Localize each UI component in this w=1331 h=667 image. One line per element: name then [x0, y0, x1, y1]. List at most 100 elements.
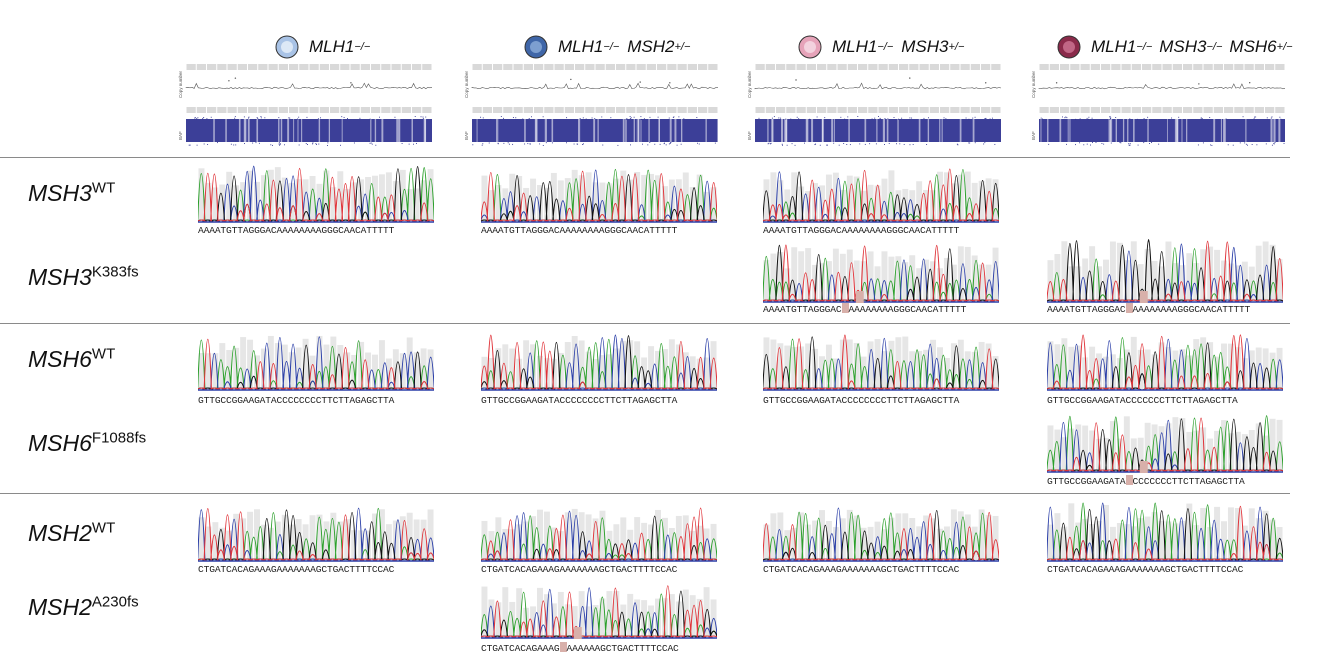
baf-dot [1128, 144, 1130, 146]
chromosome-tab [493, 64, 503, 70]
quality-bar [770, 253, 777, 301]
quality-bar [571, 606, 578, 637]
cell-icon [798, 35, 822, 59]
quality-bar [874, 521, 881, 560]
baf-dot [1146, 118, 1148, 120]
quality-bar [950, 264, 957, 301]
baf-dot [1110, 142, 1112, 144]
quality-bar [1109, 354, 1116, 389]
quality-bar [288, 524, 295, 560]
baf-gap [848, 119, 850, 142]
baf-dot [1091, 117, 1093, 119]
baf-gap [831, 119, 834, 142]
baf-dot [472, 144, 474, 146]
quality-bar [770, 172, 777, 221]
baf-dot [838, 144, 840, 146]
baf-dot [626, 118, 628, 120]
chromosome-tab [1049, 107, 1059, 113]
baf-dot [1197, 144, 1199, 146]
chromosome-tab [1121, 107, 1131, 113]
chromosome-tab [554, 107, 564, 113]
quality-bar [867, 251, 874, 301]
karyotype-panel-1: Copy number BAF [176, 64, 434, 161]
baf-dot [846, 144, 848, 145]
quality-bar [1068, 503, 1075, 560]
quality-bar [1068, 346, 1075, 389]
baf-gap [1108, 119, 1111, 142]
baf-dot [1064, 117, 1066, 119]
baf-dot [312, 143, 314, 145]
chromatogram-trace [195, 163, 437, 223]
quality-bar [1276, 527, 1283, 560]
baf-dot [893, 117, 895, 118]
quality-bar [1172, 350, 1179, 389]
baf-gap [1270, 119, 1273, 142]
quality-bar [516, 524, 523, 560]
baf-dot [1266, 117, 1268, 119]
sequence-text: CTGATCACAGAAAGAAAAAAAGCTGACTTTTCCAC [763, 564, 960, 575]
chromosome-tab [237, 64, 247, 70]
quality-bar [1255, 245, 1262, 301]
baf-dot [654, 143, 656, 145]
baf-dot [989, 118, 991, 120]
chromosome-tab [1070, 64, 1080, 70]
baf-dot [539, 143, 541, 145]
quality-bar [1061, 526, 1068, 560]
chromosome-tab [991, 107, 1001, 113]
baf-gap [1122, 119, 1125, 142]
quality-bar [1151, 354, 1158, 389]
baf-dot [1227, 144, 1229, 146]
baf-dot [969, 142, 971, 144]
baf-gap [784, 119, 786, 142]
baf-dot [630, 117, 632, 119]
quality-bar [1276, 419, 1283, 471]
quality-bar [495, 602, 502, 637]
baf-gap [941, 119, 943, 142]
baf-dot [1201, 118, 1203, 120]
quality-bar [867, 341, 874, 389]
baf-gap [781, 119, 784, 142]
base-trace [1044, 334, 1286, 390]
baf-dot [1151, 142, 1153, 144]
baf-dot [884, 144, 885, 145]
baf-gap [648, 119, 650, 142]
quality-bar [316, 514, 323, 560]
baf-gap [534, 119, 537, 142]
baf-dot [316, 144, 317, 146]
quality-bar [399, 353, 406, 389]
baf-dot [968, 118, 970, 120]
baf-gap [876, 119, 878, 142]
quality-bar [853, 515, 860, 560]
quality-bar [240, 337, 247, 389]
quality-bar [696, 598, 703, 637]
baf-gap [1133, 119, 1135, 142]
baf-dot [698, 143, 700, 145]
cell-icon [1057, 35, 1081, 59]
baf-dot [203, 117, 205, 118]
quality-bar [641, 174, 648, 221]
quality-bar [413, 352, 420, 389]
chromosome-tab [1039, 107, 1049, 113]
baf-dot [394, 116, 396, 118]
quality-bar [1165, 423, 1172, 471]
chromosome-tab [1131, 64, 1141, 70]
chromosome-tab [391, 64, 401, 70]
baf-dot [974, 142, 976, 144]
baf-dot [482, 117, 484, 119]
row-label-msh3-wt: MSH3WT [28, 179, 116, 206]
baf-gap [213, 119, 215, 142]
quality-bar [812, 264, 819, 301]
base-trace [760, 168, 1002, 222]
baf-dot [1209, 117, 1211, 119]
chromosome-tab [698, 64, 708, 70]
chromosome-tab [1172, 64, 1182, 70]
quality-bar [585, 606, 592, 637]
chromosome-tab [595, 107, 605, 113]
chromosome-tab [698, 107, 708, 113]
quality-bar [668, 339, 675, 389]
chromosome-tab [929, 64, 939, 70]
row-label-msh3-k383fs: MSH3K383fs [28, 263, 139, 290]
baf-dot [879, 117, 881, 119]
chromosome-tab [186, 107, 196, 113]
quality-bar [337, 345, 344, 389]
